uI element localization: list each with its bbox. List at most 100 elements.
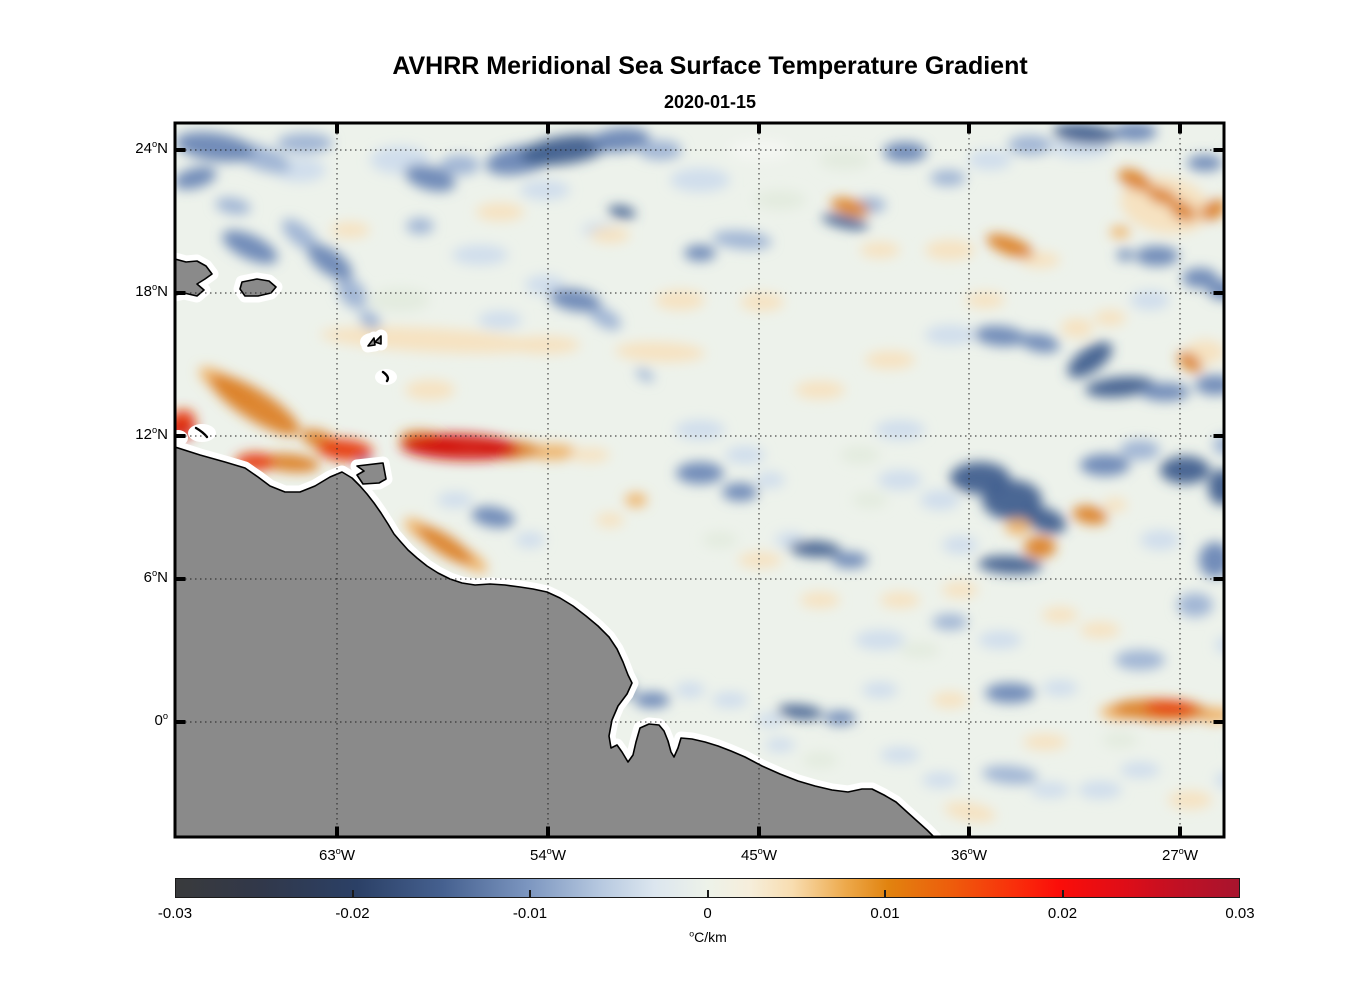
sea-anomaly-blob: [920, 490, 960, 510]
sea-anomaly-blob: [471, 506, 515, 528]
sea-anomaly-blob: [260, 453, 320, 473]
sea-anomaly-blob: [930, 170, 966, 186]
sea-anomaly-blob: [1042, 607, 1078, 623]
sea-anomaly-blob: [1023, 734, 1067, 750]
sea-anomaly-blob: [725, 446, 765, 464]
sea-anomaly-blob: [800, 592, 840, 608]
sea-anomaly-blob: [932, 614, 968, 630]
sea-anomaly-blob: [359, 310, 381, 330]
sea-anomaly-blob: [405, 380, 455, 400]
sea-anomaly-blob: [175, 410, 195, 426]
sea-anomaly-blob: [1061, 318, 1093, 338]
sea-anomaly-blob: [1182, 268, 1218, 288]
sea-anomaly-blob: [452, 245, 508, 265]
sea-anomaly-blob: [865, 351, 915, 369]
sea-anomaly-blob: [406, 218, 434, 234]
axis-border: [173, 121, 1226, 839]
sea-anomaly-blob: [712, 692, 748, 708]
axis-ticks: [176, 124, 1223, 836]
sea-anomaly-blob: [878, 470, 922, 490]
sea-anomaly-blob: [1208, 469, 1224, 505]
sea-anomaly-blob: [1113, 123, 1157, 141]
sea-anomaly-blob: [510, 336, 580, 354]
colorbar-tick: [351, 890, 354, 897]
sea-anomaly-blob: [702, 532, 738, 548]
colorbar-unit-label: oC/km: [689, 928, 727, 945]
sea-anomaly-blob: [625, 493, 647, 507]
colorbar-tick-label: 0.03: [1225, 905, 1255, 922]
colorbar-tick-label: -0.01: [512, 905, 548, 922]
sea-anomaly-blob: [1115, 650, 1165, 670]
sea-anomaly-blob: [1085, 376, 1155, 398]
sea-anomaly-blob: [819, 150, 871, 170]
sea-anomaly-blob: [1094, 310, 1126, 326]
sea-anomaly-blob: [520, 180, 570, 200]
colorbar-tick: [1061, 890, 1064, 897]
sea-anomaly-blob: [712, 230, 772, 250]
y-tick-label: 6oN: [143, 568, 168, 586]
sea-anomaly-blob: [1117, 249, 1133, 261]
sea-anomaly-blob: [330, 222, 370, 238]
sea-anomaly-blob: [1195, 375, 1224, 395]
x-tick-label: 63oW: [318, 846, 356, 864]
sea-anomaly-blob: [883, 142, 927, 162]
y-tick-label: 0o: [154, 711, 168, 729]
sea-anomaly-blob: [175, 132, 255, 162]
sea-anomaly-blob: [634, 692, 670, 708]
sea-anomaly-blob: [942, 582, 978, 598]
sea-anomaly-blob: [1215, 636, 1224, 654]
sea-anomaly-blob: [670, 168, 730, 192]
sea-anomaly-blob: [1200, 199, 1224, 221]
y-tick-label: 18oN: [135, 282, 168, 300]
colorbar-tick-label: 0.02: [1047, 905, 1078, 922]
sea-anomaly-blob: [281, 218, 319, 252]
sea-anomaly-blob: [1130, 290, 1170, 310]
sea-anomaly-blob: [880, 747, 920, 763]
sea-anomaly-blob: [596, 513, 624, 527]
sea-anomaly-blob: [1102, 732, 1138, 748]
sea-anomaly-blob: [590, 227, 630, 243]
chart-subtitle: 2020-01-15: [663, 92, 757, 112]
sea-anomaly-blob: [789, 540, 841, 558]
sea-anomaly-blob: [965, 292, 1005, 308]
sea-anomaly-blob: [590, 127, 650, 153]
sea-anomaly-blob: [932, 692, 968, 708]
islet-buffer: [375, 369, 397, 385]
sea-anomaly-blob: [1120, 440, 1160, 460]
sea-anomaly-blob: [684, 245, 716, 261]
colorbar-tick: [884, 890, 886, 897]
sea-anomaly-blob: [1067, 342, 1113, 378]
sea-anomaly-blob: [852, 492, 888, 508]
sea-anomaly-blob: [525, 275, 565, 295]
sea-anomaly-blob: [1140, 530, 1180, 550]
sea-anomaly-blob: [738, 552, 782, 568]
sea-anomaly-blob: [675, 420, 725, 440]
sea-anomaly-blob: [1110, 226, 1130, 238]
sea-anomaly-blob: [1215, 771, 1224, 789]
sea-anomaly-blob: [1213, 435, 1224, 455]
sea-anomaly-blob: [974, 325, 1026, 347]
sea-anomaly-blob: [1228, 737, 1252, 753]
sea-anomaly-blob: [440, 155, 480, 175]
sea-anomaly-blob: [277, 133, 333, 153]
sea-anomaly-blob: [1072, 505, 1108, 525]
sea-anomaly-blob: [765, 738, 795, 752]
sea-anomaly-blob: [830, 197, 870, 217]
sea-anomaly-blob: [400, 433, 520, 461]
sea-anomaly-blob: [1024, 536, 1056, 558]
sea-anomaly-blob: [404, 164, 456, 192]
sea-anomaly-blob: [1020, 333, 1060, 353]
sea-anomaly-blob: [862, 682, 898, 698]
sea-anomaly-blob: [1199, 542, 1224, 578]
sea-anomaly-blob: [1078, 781, 1122, 799]
sea-anomaly-blob: [740, 293, 784, 311]
sea-anomaly-blob: [986, 233, 1034, 259]
colorbar: [175, 878, 1240, 898]
sea-anomaly-blob: [982, 765, 1038, 785]
sea-anomaly-blob: [307, 244, 353, 280]
sea-anomaly-blob: [1140, 383, 1190, 401]
sea-anomaly-blob: [821, 214, 869, 230]
sea-anomaly-blob: [722, 483, 758, 501]
sea-anomaly-blob: [417, 525, 473, 565]
gridlines: [175, 123, 1224, 837]
